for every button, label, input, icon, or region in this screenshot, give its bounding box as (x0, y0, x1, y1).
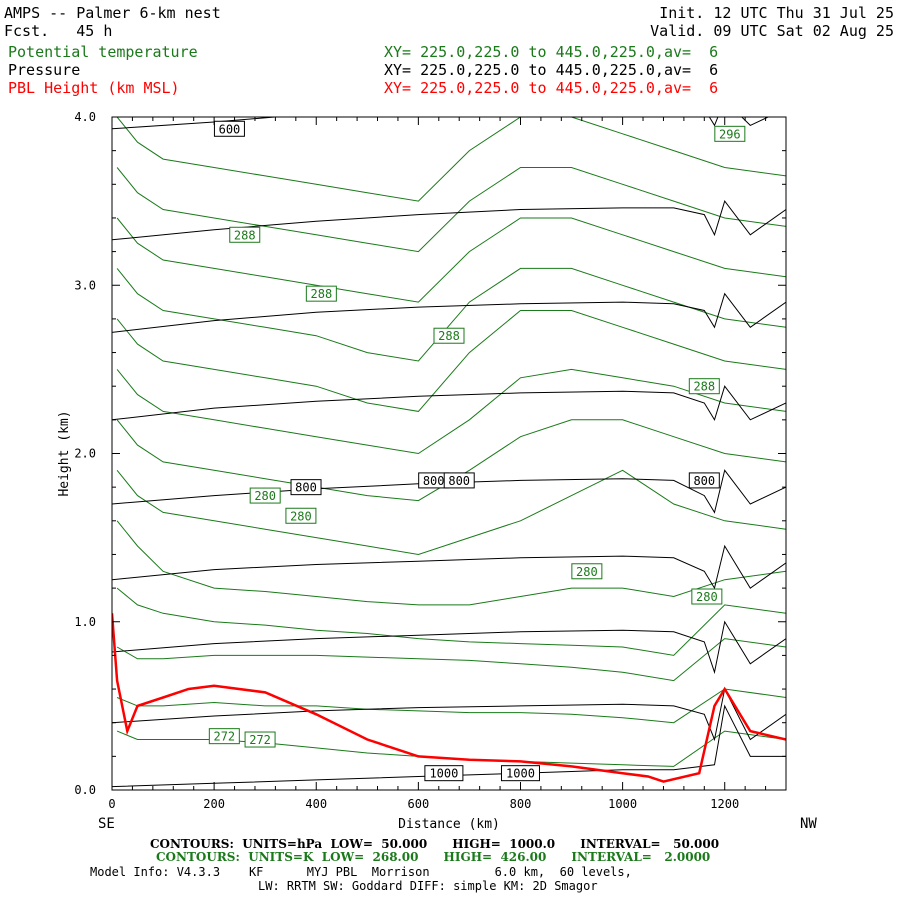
theta-contour-286 (116, 368, 786, 455)
header-xy-pbl: XY= 225.0,225.0 to 445.0,225.0,av= 6 (384, 79, 719, 97)
contour-label: 288 (305, 285, 337, 302)
header-init: Init. 12 UTC Thu 31 Jul 25 (659, 4, 894, 22)
svg-text:280: 280 (696, 590, 718, 604)
y-tick-label: 2.0 (74, 447, 96, 461)
contour-label: 280 (571, 563, 603, 580)
x-tick-label: 200 (203, 797, 225, 811)
theta-contour-280 (116, 520, 786, 606)
svg-text:280: 280 (576, 565, 598, 579)
svg-text:272: 272 (249, 733, 271, 747)
svg-text:280: 280 (290, 509, 312, 523)
svg-text:800: 800 (448, 474, 470, 488)
svg-text:800: 800 (423, 474, 445, 488)
footer-model-info: Model Info: V4.3.3 KF MYJ PBL Morrison 6… (90, 865, 632, 879)
pressure-contour-850 (112, 544, 786, 590)
x-tick-label: 0 (108, 797, 115, 811)
contour-label: 272 (208, 728, 240, 745)
x-tick-label: 600 (408, 797, 430, 811)
pbl-height-series (112, 613, 786, 783)
theta-contour-288 (116, 310, 786, 412)
contour-label: 600 (213, 120, 245, 137)
x-tick-label: 1000 (608, 797, 637, 811)
contour-label: 800 (688, 472, 720, 489)
pressure-contour-650 (112, 200, 786, 241)
contour-label: 280 (249, 487, 281, 504)
y-tick-label: 4.0 (74, 110, 96, 124)
theta-contours (116, 117, 786, 767)
pressure-contour-600 (112, 117, 770, 130)
header-xy-theta: XY= 225.0,225.0 to 445.0,225.0,av= 6 (384, 43, 719, 61)
contour-label: 272 (244, 731, 276, 748)
svg-text:288: 288 (234, 228, 256, 242)
svg-text:288: 288 (438, 329, 460, 343)
svg-text:272: 272 (213, 730, 235, 744)
nw-end-label: NW (800, 816, 817, 832)
y-axis-title: Height (km) (57, 410, 72, 496)
pbl-height-line (112, 613, 786, 783)
contour-label: 800 (418, 472, 450, 489)
axes: 0 200 400 600 800 1000 1200 0.0 1.0 2.0 3.0 4.0 Dist… (57, 110, 817, 832)
theta-contour-290 (116, 267, 786, 362)
contour-label: 1000 (500, 765, 540, 782)
header-title: AMPS -- Palmer 6-km nest (4, 4, 221, 22)
theta-contour-294 (116, 167, 786, 253)
contour-label: 288 (433, 327, 465, 344)
header-xy-pressure: XY= 225.0,225.0 to 445.0,225.0,av= 6 (384, 61, 719, 79)
theta-contour-276 (116, 638, 786, 682)
theta-contour-284 (116, 419, 786, 502)
svg-text:600: 600 (219, 122, 241, 136)
theta-contour-292 (116, 217, 786, 303)
x-axis-title: Distance (km) (398, 817, 500, 832)
pressure-contours (112, 117, 786, 788)
svg-text:288: 288 (311, 287, 333, 301)
svg-text:280: 280 (254, 489, 276, 503)
header-field-theta: Potential temperature (8, 43, 198, 61)
header-fcst: Fcst. 45 h (4, 22, 113, 40)
footer-contours-pressure: CONTOURS: UNITS=hPa LOW= 50.000 HIGH= 10… (150, 837, 720, 851)
svg-text:1000: 1000 (506, 767, 535, 781)
y-tick-label: 1.0 (74, 615, 96, 629)
svg-text:288: 288 (693, 380, 715, 394)
footer-physics: LW: RRTM SW: Goddard DIFF: simple KM: 2D… (258, 879, 598, 893)
theta-contour-278 (116, 587, 786, 656)
pressure-contour-900 (112, 620, 786, 675)
contour-label: 288 (229, 226, 261, 243)
pressure-contour-750 (112, 385, 786, 422)
theta-contour-282 (116, 469, 786, 556)
y-tick-label: 0.0 (74, 783, 96, 797)
pressure-contour-1000 (112, 704, 786, 788)
contour-label: 296 (714, 125, 746, 142)
contour-label: 288 (688, 378, 720, 395)
x-tick-label: 1200 (710, 797, 739, 811)
contour-label: 280 (285, 507, 317, 524)
svg-text:800: 800 (295, 481, 317, 495)
se-end-label: SE (98, 816, 115, 832)
theta-contour-296 (116, 117, 786, 202)
header-field-pbl: PBL Height (km MSL) (8, 79, 180, 97)
svg-text:1000: 1000 (429, 767, 458, 781)
svg-text:296: 296 (719, 127, 741, 141)
contour-label: 800 (443, 472, 475, 489)
y-tick-label: 3.0 (74, 278, 96, 292)
theta-contour-274 (116, 688, 786, 724)
header-valid: Valid. 09 UTC Sat 02 Aug 25 (650, 22, 894, 40)
contour-label: 280 (691, 588, 723, 605)
contour-label: 800 (290, 479, 322, 496)
pressure-contour-700 (112, 292, 786, 333)
x-tick-label: 800 (510, 797, 532, 811)
contour-label: 1000 (424, 765, 464, 782)
svg-text:800: 800 (693, 474, 715, 488)
footer-contours-theta: CONTOURS: UNITS=K LOW= 268.00 HIGH= 426.… (156, 850, 711, 864)
header-field-pressure: Pressure (8, 61, 81, 79)
x-tick-label: 400 (305, 797, 327, 811)
